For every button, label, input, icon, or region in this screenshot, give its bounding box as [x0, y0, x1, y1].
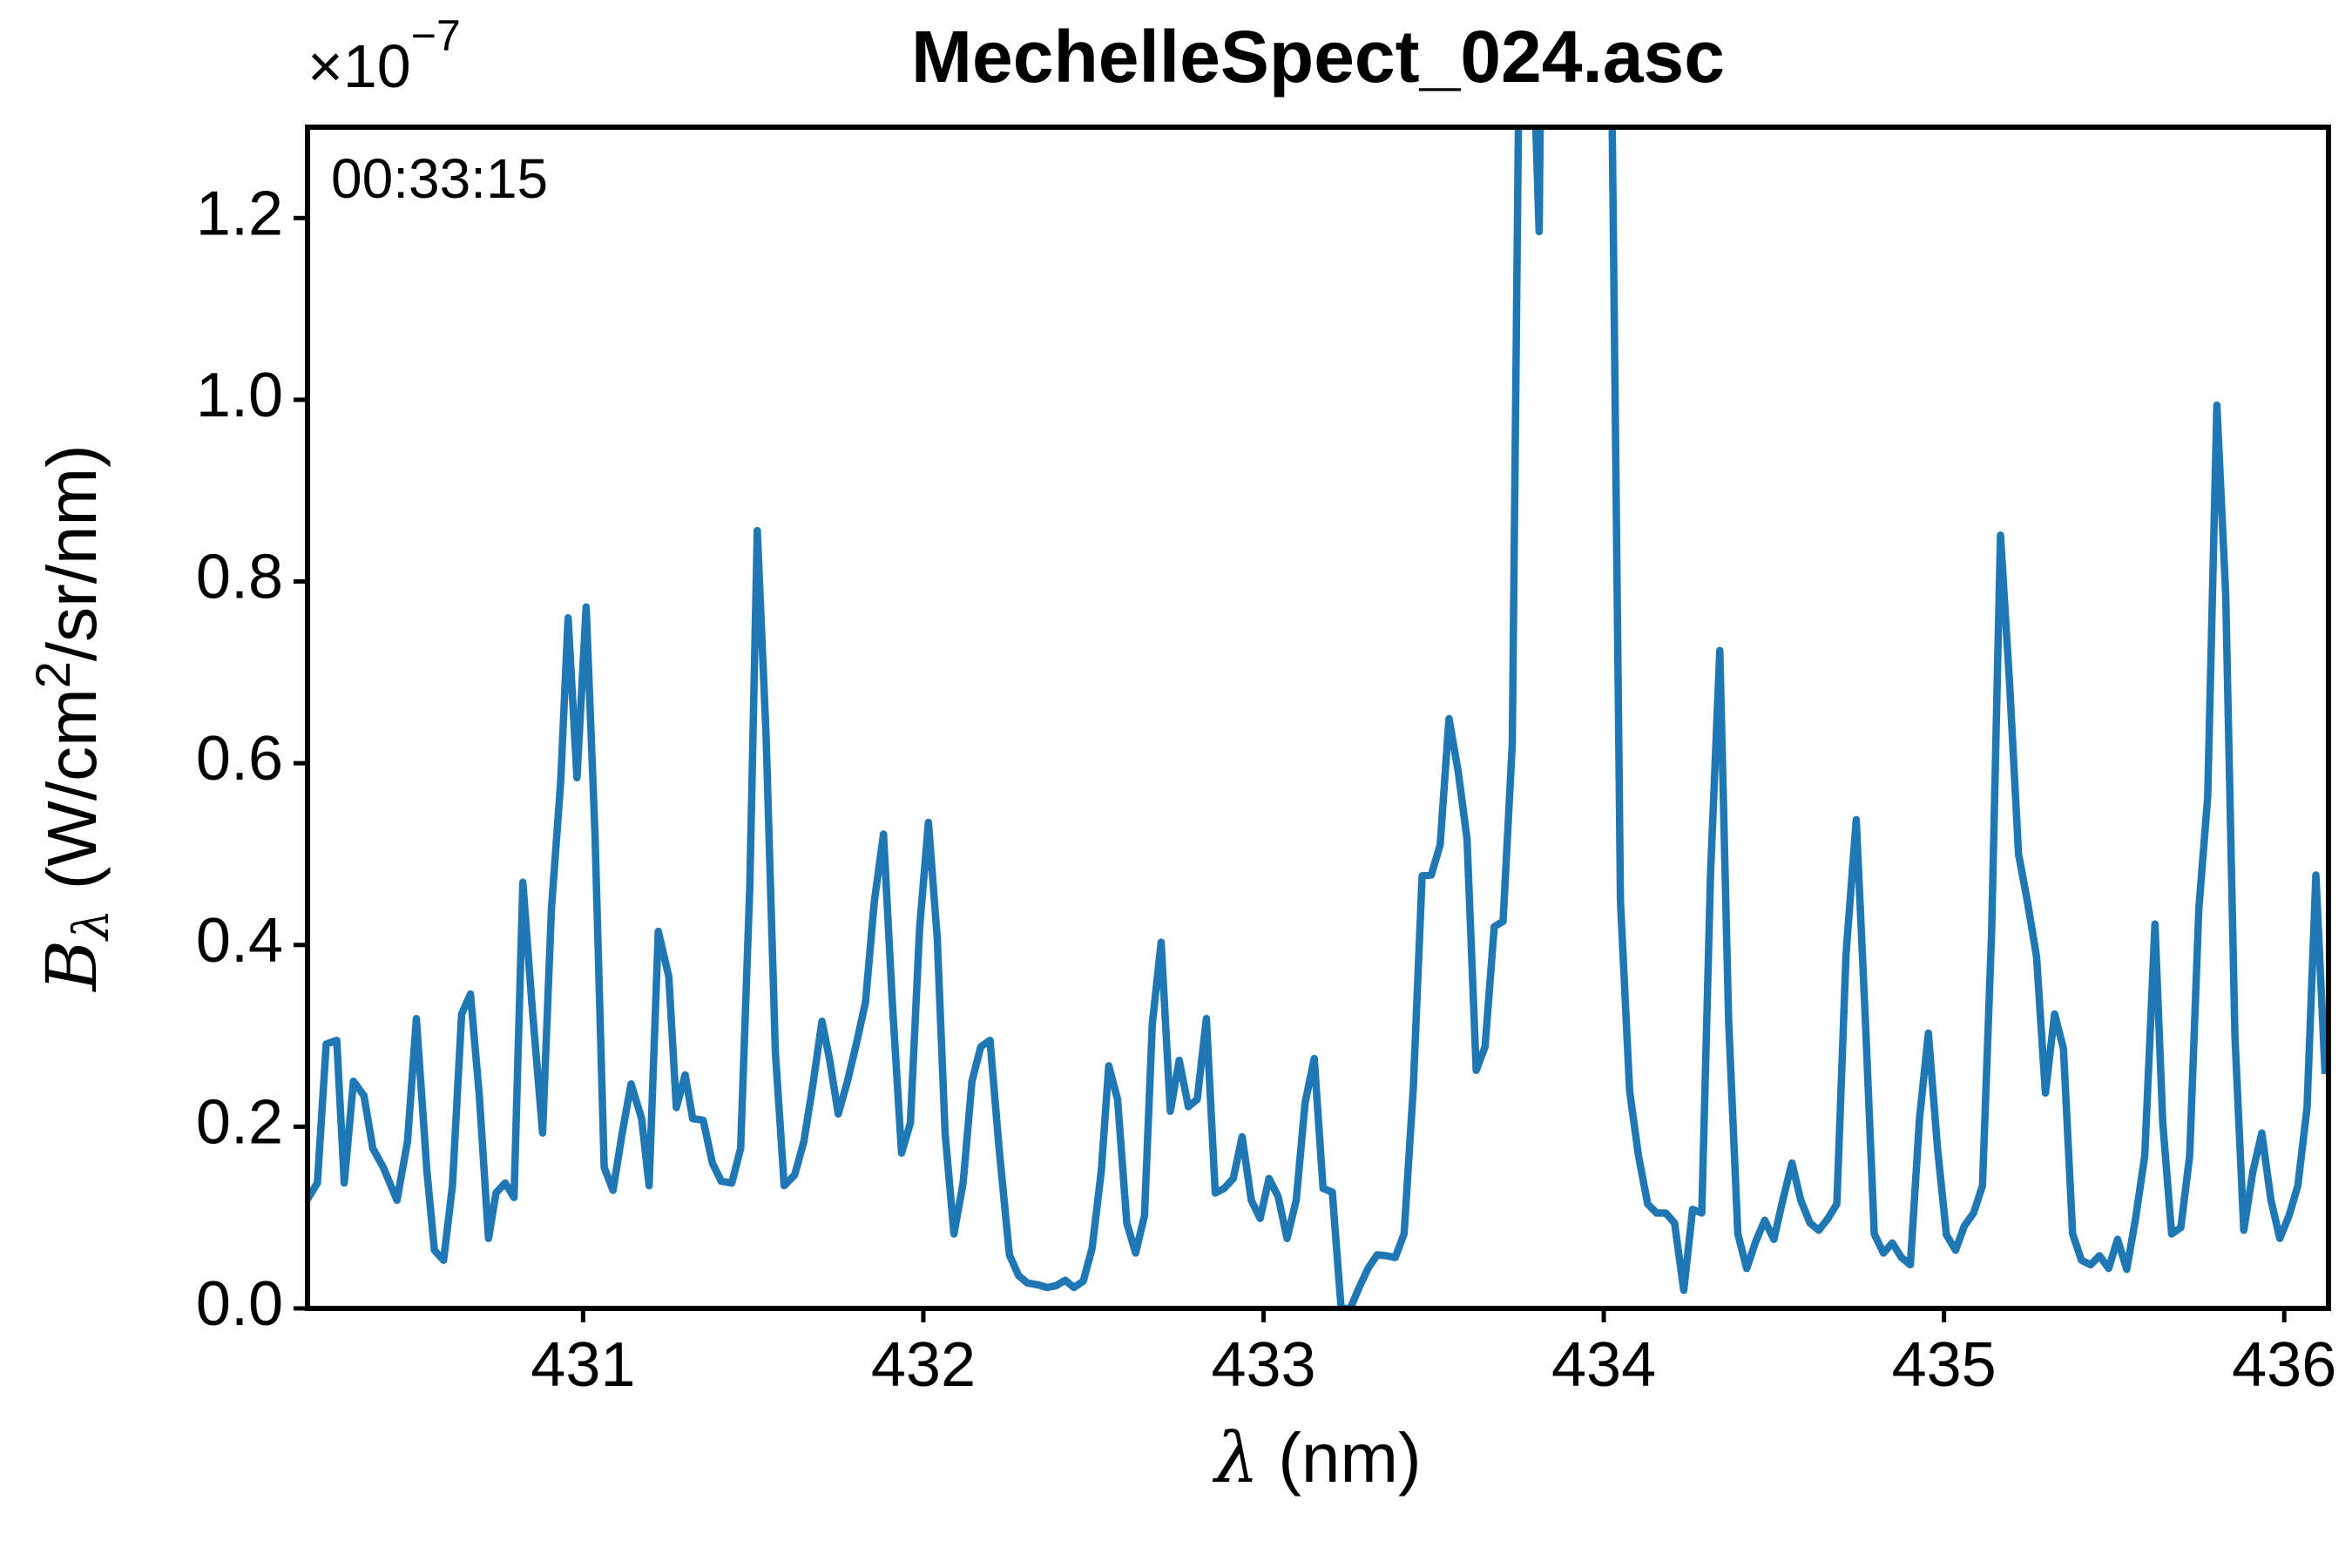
offset-base: ×10: [308, 32, 411, 100]
chart-title: MechelleSpect_024.asc: [911, 16, 1725, 98]
x-label-symbol: λ: [1212, 1417, 1259, 1498]
y-label-subscript: λ: [64, 909, 120, 942]
y-tick-label: 0.8: [196, 543, 283, 612]
y-axis-label: Bλ (W/cm2/sr/nm): [25, 444, 120, 993]
offset-text: ×10−7: [308, 11, 461, 100]
y-tick-label: 1.0: [196, 361, 283, 430]
axes-frame: [305, 125, 2331, 1311]
offset-exponent: −7: [411, 11, 461, 60]
x-tick-label: 431: [531, 1330, 635, 1400]
y-tick-label: 0.2: [196, 1087, 283, 1157]
x-tick-label: 434: [1551, 1330, 1656, 1400]
y-tick-label: 0.6: [196, 724, 283, 794]
x-tick-label: 436: [2232, 1330, 2336, 1400]
y-label-text2: /sr/nm): [33, 444, 111, 661]
spectrum-line: [308, 127, 2328, 1308]
plot-area: [308, 127, 2328, 1308]
x-label-text: (nm): [1259, 1419, 1422, 1497]
x-tick-label: 433: [1211, 1330, 1315, 1400]
y-label-superscript: 2: [25, 661, 80, 688]
y-tick-label: 1.2: [196, 179, 283, 248]
y-tick-label: 0.4: [196, 906, 283, 976]
x-axis-label: λ (nm): [1212, 1417, 1421, 1498]
y-label-symbol: B: [31, 940, 112, 993]
annotation: 00:33:15: [331, 147, 548, 210]
y-label-text: (W/cm: [33, 688, 111, 909]
x-tick-label: 432: [871, 1330, 976, 1400]
y-tick-label: 0.0: [196, 1269, 283, 1339]
x-tick-label: 435: [1892, 1330, 1997, 1400]
